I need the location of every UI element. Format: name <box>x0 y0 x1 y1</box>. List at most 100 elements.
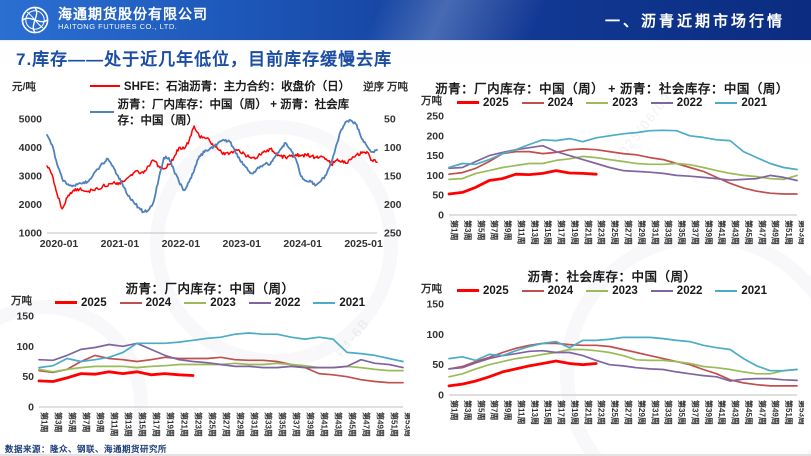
svg-text:第37周: 第37周 <box>292 412 302 437</box>
svg-text:2024-01: 2024-01 <box>283 238 322 250</box>
svg-text:第33周: 第33周 <box>664 400 674 425</box>
data-source: 数据来源：隆众、钢联、海通期货研究所 <box>5 444 168 454</box>
svg-text:1000: 1000 <box>19 228 43 240</box>
legend-item-2025: 2025 <box>55 297 107 309</box>
svg-text:第5周: 第5周 <box>476 220 486 240</box>
svg-text:第3周: 第3周 <box>463 400 473 420</box>
svg-text:第51周: 第51周 <box>784 400 794 425</box>
legend-label: 2022 <box>676 284 703 297</box>
svg-text:第9周: 第9周 <box>503 400 513 420</box>
svg-text:200: 200 <box>384 199 402 211</box>
svg-text:5000: 5000 <box>19 114 43 126</box>
legend-line-swatch <box>650 101 673 104</box>
svg-text:第33周: 第33周 <box>664 220 674 245</box>
svg-text:第37周: 第37周 <box>690 220 700 245</box>
svg-text:第9周: 第9周 <box>96 412 106 432</box>
svg-text:200: 200 <box>426 130 444 142</box>
legend-label: 2023 <box>210 296 236 309</box>
svg-text:第45周: 第45周 <box>744 400 754 425</box>
svg-text:第5周: 第5周 <box>68 412 78 432</box>
svg-text:第35周: 第35周 <box>278 412 288 437</box>
svg-text:第33周: 第33周 <box>264 412 274 437</box>
svg-text:第25周: 第25周 <box>610 220 620 245</box>
svg-text:第19周: 第19周 <box>570 400 580 425</box>
company-name-en: HAITONG FUTURES CO., LTD. <box>58 22 178 32</box>
legend-item-series-1: 沥青：厂内库存：中国（周） + 沥青：社会库存：中国（周） <box>89 96 363 128</box>
svg-text:第29周: 第29周 <box>236 412 246 437</box>
chart-title: 沥青：社会库存：中国（周） <box>527 270 697 284</box>
svg-text:第1周: 第1周 <box>450 220 460 240</box>
svg-text:第1周: 第1周 <box>450 400 460 420</box>
svg-text:第7周: 第7周 <box>490 220 500 240</box>
legend-label: 2022 <box>676 96 703 109</box>
chart-header: 元/吨 SHFE：石油沥青：主力合约：收盘价（日） 沥青：厂内库存：中国（周） +… <box>10 78 410 127</box>
svg-text:第13周: 第13周 <box>124 412 134 437</box>
svg-text:第19周: 第19周 <box>570 220 580 245</box>
svg-text:2023-01: 2023-01 <box>222 238 261 250</box>
svg-text:第47周: 第47周 <box>757 220 767 245</box>
legend-item-series-0: SHFE：石油沥青：主力合约：收盘价（日） <box>89 78 351 94</box>
legend-line-swatch <box>586 289 609 292</box>
legend-label: 2024 <box>547 96 574 109</box>
legend-label: 2024 <box>145 296 172 309</box>
y-axis-unit: 万吨 <box>421 283 442 295</box>
legend-label: 2021 <box>741 96 767 109</box>
y-axis-unit: 万吨 <box>11 295 32 307</box>
svg-text:第27周: 第27周 <box>624 400 634 425</box>
legend-line-swatch <box>248 301 271 304</box>
svg-text:2025-01: 2025-01 <box>344 238 383 250</box>
legend-label: 2025 <box>483 96 509 109</box>
svg-text:第23周: 第23周 <box>597 400 607 425</box>
charts-grid: 元/吨 SHFE：石油沥青：主力合约：收盘价（日） 沥青：厂内库存：中国（周） +… <box>10 78 804 442</box>
svg-text:150: 150 <box>16 311 34 323</box>
legend-item-2021: 2021 <box>313 297 365 309</box>
svg-text:第17周: 第17周 <box>557 220 567 245</box>
chart-social-inventory: 万吨 沥青：社会库存：中国（周） 2025 2024 2023 2022 2021 0 5… <box>420 266 804 442</box>
legend-label: 2025 <box>81 296 107 309</box>
company-name-cn: 海通期货股份有限公司 <box>58 7 208 23</box>
bottom-edge <box>0 454 811 456</box>
svg-text:0: 0 <box>438 210 444 222</box>
svg-text:第31周: 第31周 <box>250 412 260 437</box>
svg-text:第43周: 第43周 <box>731 220 741 245</box>
svg-text:第49周: 第49周 <box>771 400 781 425</box>
svg-text:第1周: 第1周 <box>40 412 50 432</box>
logo-block: 海通期货股份有限公司 HAITONG FUTURES CO., LTD. <box>0 5 208 35</box>
section-title: 一、沥青近期市场行情 <box>604 12 785 30</box>
legend-line-swatch <box>457 289 480 292</box>
svg-text:第31周: 第31周 <box>650 400 660 425</box>
legend-line-swatch <box>89 111 114 113</box>
chart-legend: SHFE：石油沥青：主力合约：收盘价（日） 沥青：厂内库存：中国（周） + 沥青：… <box>89 78 363 128</box>
legend-line-swatch <box>184 301 207 304</box>
svg-text:第15周: 第15周 <box>543 400 553 425</box>
svg-text:0: 0 <box>28 402 34 414</box>
legend-item-2023: 2023 <box>184 297 236 309</box>
svg-text:150: 150 <box>426 150 444 162</box>
legend-label: 沥青：厂内库存：中国（周） + 沥青：社会库存：中国（周） <box>117 99 350 127</box>
legend-item-2024: 2024 <box>119 296 172 309</box>
svg-text:第15周: 第15周 <box>543 220 553 245</box>
right-axis-unit: 逆序 万吨 <box>363 81 408 93</box>
svg-text:第7周: 第7周 <box>82 412 92 432</box>
svg-text:100: 100 <box>16 341 34 353</box>
legend-line-swatch <box>457 101 480 104</box>
svg-text:第45周: 第45周 <box>744 220 754 245</box>
svg-text:第19周: 第19周 <box>166 412 176 437</box>
svg-text:第35周: 第35周 <box>677 220 687 245</box>
legend-item-2024: 2024 <box>521 96 574 109</box>
legend-item-2021: 2021 <box>715 285 767 297</box>
legend-line-swatch <box>521 289 544 292</box>
svg-text:第53周: 第53周 <box>798 220 805 245</box>
legend-line-swatch <box>119 301 142 304</box>
chart-price-vs-inventory: 元/吨 SHFE：石油沥青：主力合约：收盘价（日） 沥青：厂内库存：中国（周） +… <box>10 78 410 266</box>
legend-label: 2021 <box>339 296 365 309</box>
svg-text:第39周: 第39周 <box>306 412 316 437</box>
svg-text:第17周: 第17周 <box>557 400 567 425</box>
factory-inventory-plot: 0 50 100 150 第1周 第3周 第5周 第7周 第9周 第11周 第13周 第15周 第17周… <box>16 311 410 437</box>
legend-label: 2023 <box>612 96 638 109</box>
svg-text:第39周: 第39周 <box>704 220 714 245</box>
legend-label: SHFE：石油沥青：主力合约：收盘价（日） <box>123 81 351 93</box>
legend-item-2024: 2024 <box>521 285 573 297</box>
svg-text:第29周: 第29周 <box>637 400 647 425</box>
